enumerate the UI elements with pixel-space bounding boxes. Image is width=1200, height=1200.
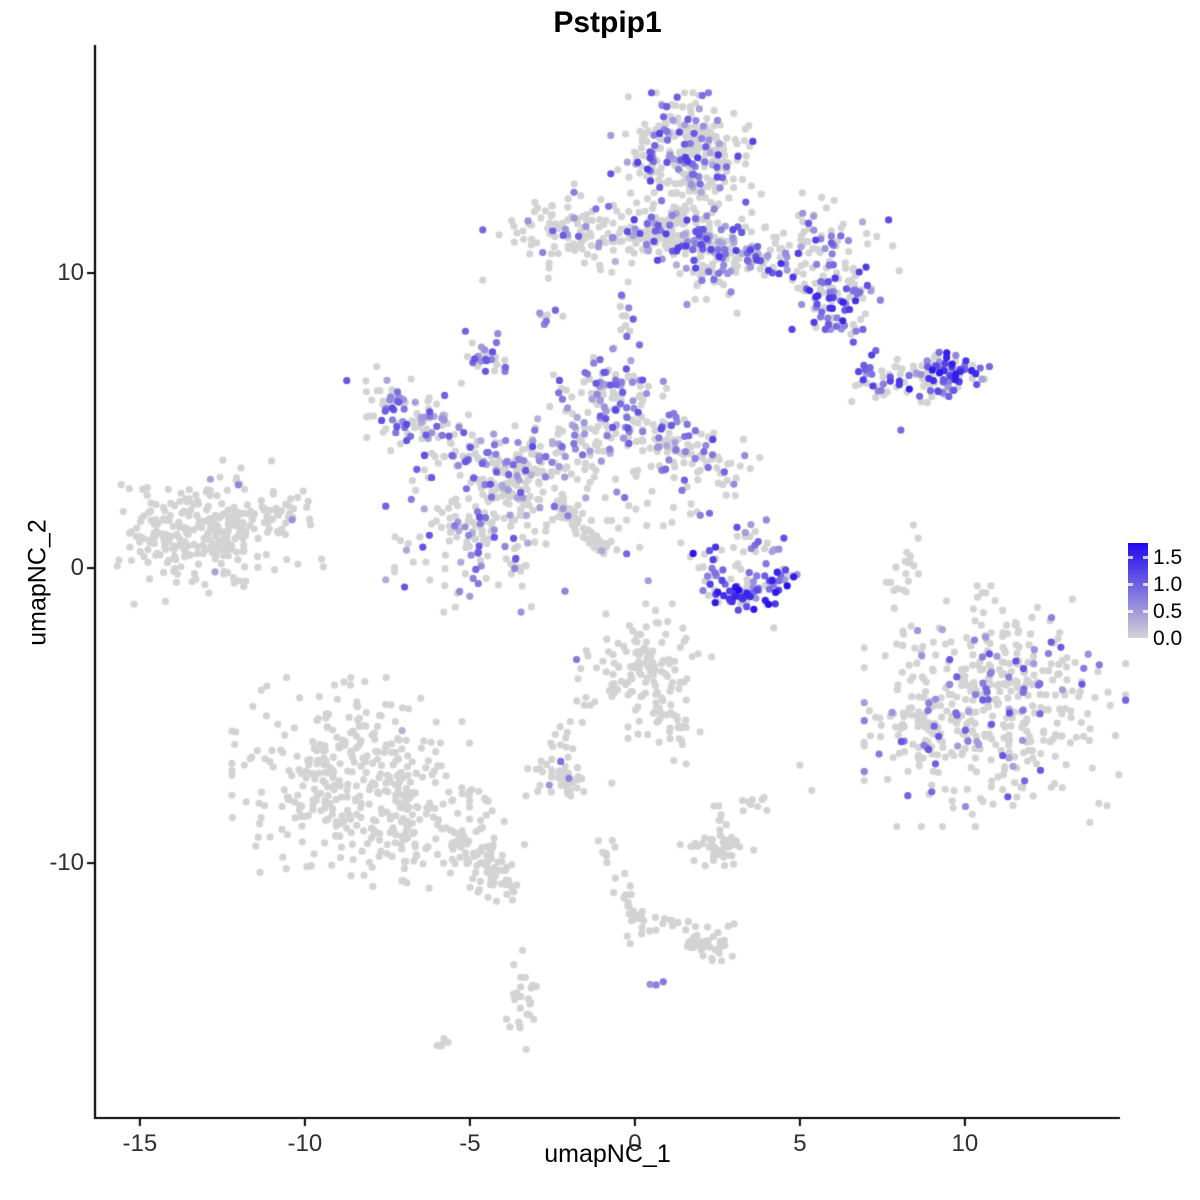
- page-title: Pstpip1: [553, 6, 662, 39]
- y-tick-label: -10: [49, 849, 84, 877]
- legend-colorbar: [1128, 543, 1148, 638]
- x-tick-label: 0: [628, 1130, 642, 1157]
- x-tick-label: -15: [122, 1130, 158, 1157]
- x-tick-label: -10: [287, 1130, 323, 1157]
- y-tick-label: 0: [70, 554, 84, 582]
- legend-tick-mark: [1143, 609, 1148, 613]
- y-axis-label: umapNC_2: [23, 519, 52, 646]
- legend-tick-label: 0.0: [1153, 627, 1183, 650]
- y-tick-label: 10: [57, 259, 84, 287]
- legend-tick-mark: [1143, 582, 1148, 586]
- legend-tick-label: 0.5: [1153, 599, 1183, 623]
- x-tick-label: 5: [793, 1130, 807, 1157]
- x-tick-label: 10: [951, 1130, 979, 1157]
- legend-tick-mark: [1143, 555, 1148, 559]
- legend-tick-mark: [1128, 609, 1133, 613]
- legend-tick-mark: [1128, 555, 1133, 559]
- legend-tick-label: 1.0: [1153, 572, 1183, 596]
- legend-tick-label: 1.5: [1153, 545, 1183, 569]
- x-tick-label: -5: [459, 1130, 481, 1157]
- legend-tick-mark: [1128, 582, 1133, 586]
- x-axis-label: umapNC_1: [544, 1140, 671, 1168]
